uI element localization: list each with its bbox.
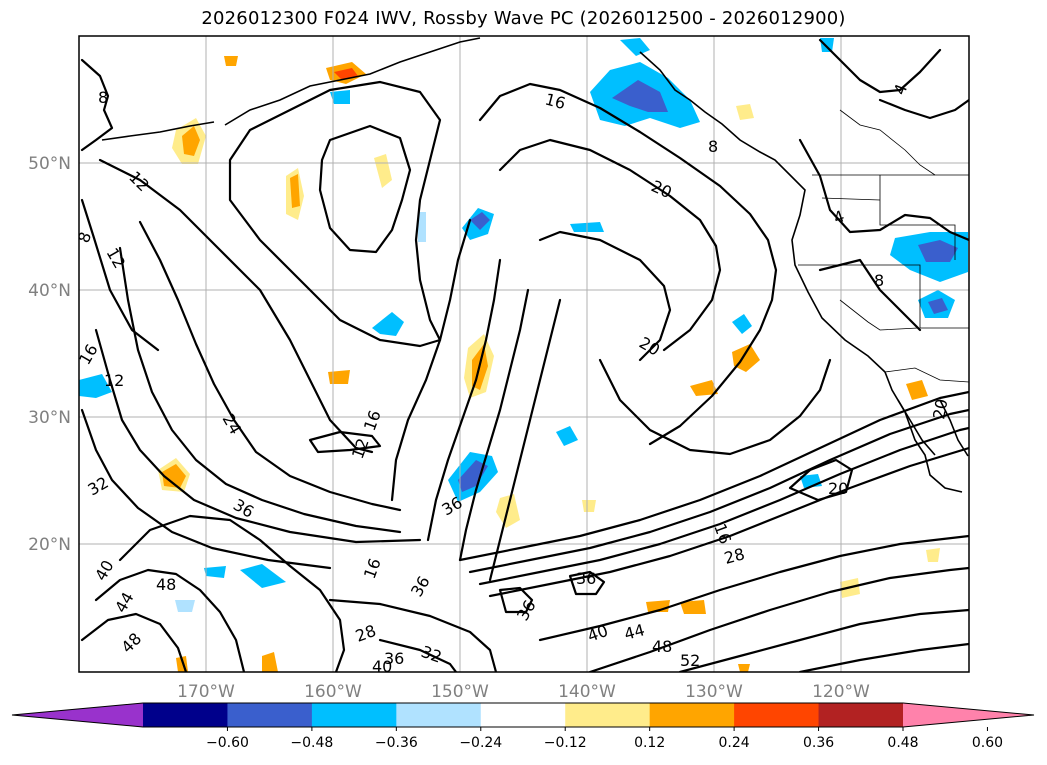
contour-label: 8 [98,88,108,107]
lon-label-140w: 140°W [558,682,616,702]
contour-label: 12 [104,371,124,390]
colorbar-tick-label: 0.24 [719,735,750,751]
graticule [79,36,969,672]
colorbar-swatch [396,703,482,727]
contour-label: 48 [652,637,672,656]
colorbar-tick-label: −0.60 [206,735,249,751]
colorbar-swatch [734,703,820,727]
colorbar-extend-high [903,703,1034,727]
colorbar-extend-low [12,703,143,727]
colorbar-tick-label: 0.60 [972,735,1003,751]
longitude-labels: 170°W 160°W 150°W 140°W 130°W 120°W [177,682,870,702]
colorbar-swatch [143,703,228,727]
map-title: 2026012300 F024 IWV, Rossby Wave PC (202… [201,8,846,29]
lat-label-50n: 50°N [28,154,71,174]
colorbar-tick-label: 0.12 [634,735,665,751]
anomaly-shading [79,38,968,672]
latitude-labels: 50°N 40°N 30°N 20°N [28,154,71,555]
colorbar-tick-label: −0.36 [375,735,418,751]
contour-label: 20 [929,397,951,420]
lon-label-160w: 160°W [304,682,362,702]
colorbar-outline [11,702,1035,728]
coastlines [101,37,969,493]
colorbar-tick-label: 0.36 [803,735,834,751]
contour-label: 36 [384,649,404,668]
political-borders [798,109,969,383]
colorbar-swatch [565,703,651,727]
colorbar-tick-label: 0.48 [887,735,918,751]
colorbar-swatch [227,703,313,727]
colorbar-swatch [649,703,735,727]
map-panel: 8 12 8 12 16 12 24 32 36 40 44 48 48 16 … [78,35,970,676]
lat-label-20n: 20°N [28,535,71,555]
lat-label-30n: 30°N [28,408,71,428]
contour-label: 16 [543,90,568,114]
colorbar-swatch [480,703,566,727]
iwv-contours [80,38,969,672]
colorbar-tick-label: −0.24 [459,735,502,751]
contour-label: 48 [156,575,176,594]
contour-label: 44 [622,620,647,644]
colorbar-tick-label: −0.12 [544,735,587,751]
colorbar: −0.60 −0.48 −0.36 −0.24 −0.12 0.12 0.24 0.36 0.4… [11,702,1035,751]
lon-label-150w: 150°W [431,682,489,702]
colorbar-swatch [818,703,904,727]
lat-label-40n: 40°N [28,281,71,301]
lon-label-120w: 120°W [812,682,870,702]
contour-label: 8 [874,271,884,290]
lon-label-130w: 130°W [685,682,743,702]
contour-label: 52 [680,651,700,670]
contour-label: 20 [828,479,848,498]
colorbar-swatch [311,703,397,727]
colorbar-tick-label: −0.48 [290,735,333,751]
contour-label: 40 [372,657,392,676]
lon-label-170w: 170°W [177,682,235,702]
contour-label: 8 [708,137,718,156]
contour-label: 36 [576,569,596,588]
contour-label: 28 [722,544,747,568]
